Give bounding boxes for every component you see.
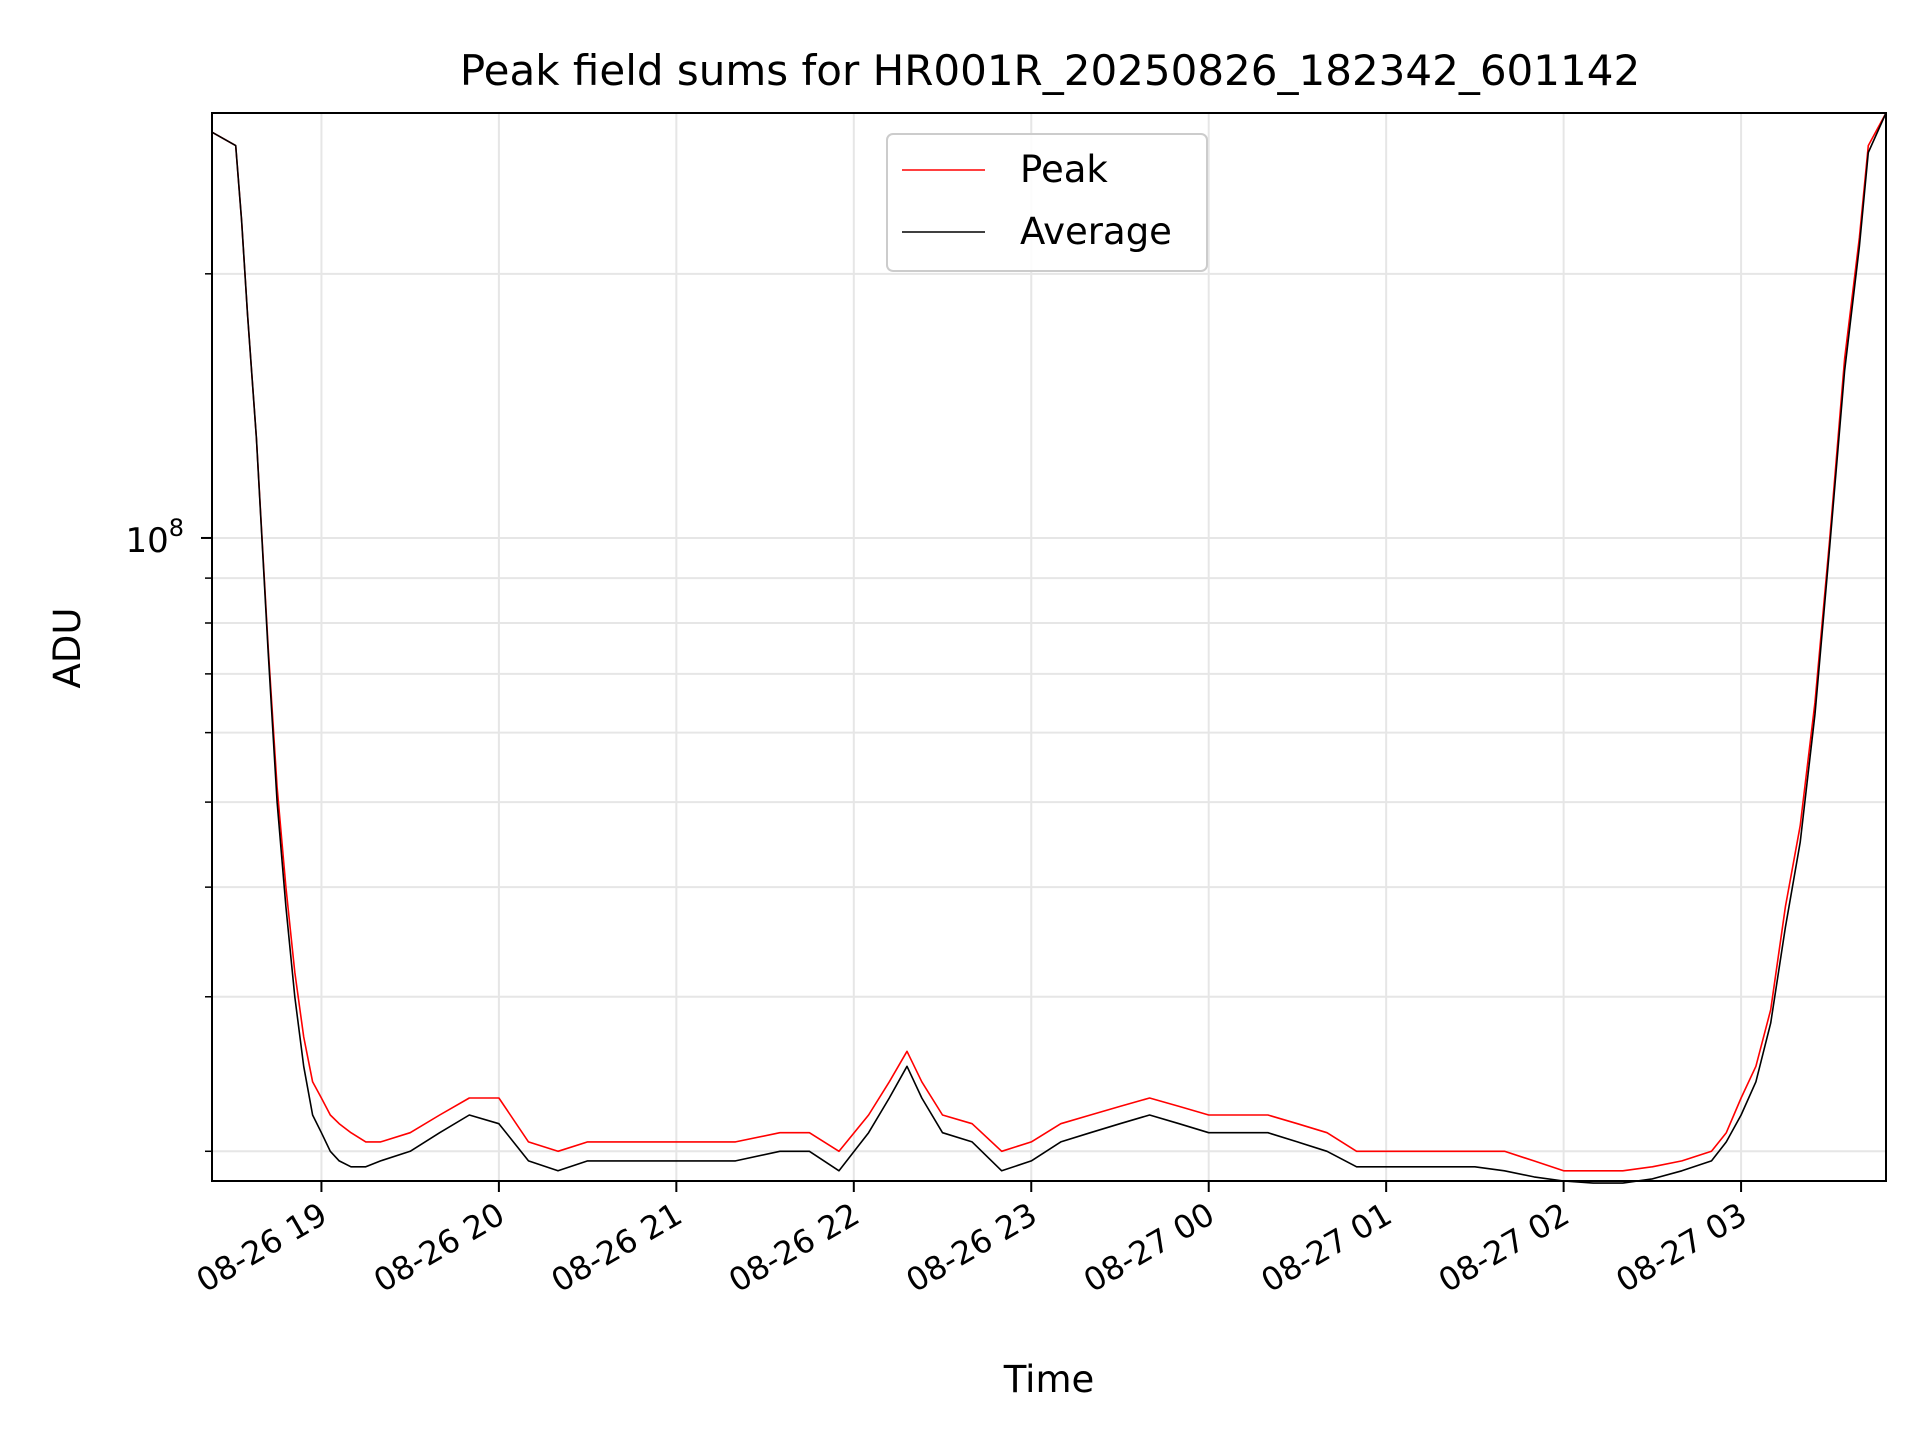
plot-frame: [211, 112, 1887, 1182]
legend: Peak Average: [886, 133, 1208, 272]
series-line-average: [211, 112, 1887, 1184]
x-axis-label: Time: [1003, 1358, 1095, 1401]
y-axis-label: ADU: [46, 608, 89, 689]
legend-box: [886, 133, 1208, 272]
series-line-peak: [211, 112, 1887, 1172]
series-lines: [211, 112, 1887, 1184]
y-axis-ticks: 108: [125, 273, 212, 1153]
legend-label-peak: Peak: [1020, 148, 1108, 191]
chart-title: Peak field sums for HR001R_20250826_1823…: [460, 46, 1640, 95]
y-tick-label: 108: [125, 514, 184, 561]
legend-label-average: Average: [1020, 210, 1172, 253]
grid-lines: [212, 113, 1886, 1181]
